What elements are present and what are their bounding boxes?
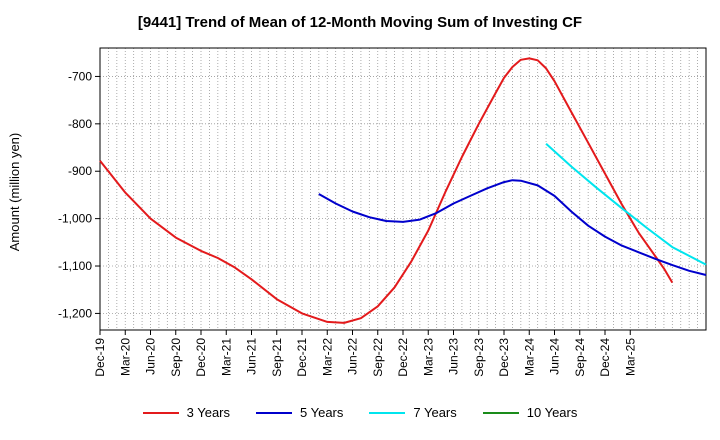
series-lines	[99, 57, 707, 324]
legend-label: 5 Years	[300, 405, 344, 420]
y-tick-label: -700	[68, 69, 92, 83]
series-line-7-years	[545, 142, 707, 266]
legend-item-5-years: 5 Years	[256, 405, 343, 420]
legend-swatch	[482, 411, 519, 414]
x-tick-label: Sep-23	[472, 338, 486, 377]
axis-ticks: -700 -800 -900 -1,000 -1,100 -1,200 Dec-19 Mar-…	[58, 69, 637, 376]
grid	[100, 48, 706, 330]
legend-label: 10 Years	[526, 405, 578, 420]
x-tick-label: Jun-20	[144, 338, 158, 375]
x-tick-label: Mar-24	[522, 338, 536, 376]
series-line-3-years	[99, 57, 674, 324]
legend-swatch	[369, 411, 406, 414]
x-tick-label: Sep-21	[270, 338, 284, 377]
x-tick-label: Dec-20	[194, 338, 208, 377]
legend-swatch	[256, 411, 292, 414]
y-tick-label: -1,100	[58, 259, 92, 273]
x-tick-label: Dec-19	[93, 338, 107, 377]
legend-item-3-years: 3 Years	[142, 405, 230, 420]
x-tick-label: Jun-21	[245, 338, 259, 375]
x-tick-label: Mar-20	[118, 338, 132, 376]
x-tick-label: Jun-24	[548, 338, 562, 375]
x-tick-label: Mar-23	[421, 338, 435, 376]
legend-label: 7 Years	[413, 405, 457, 420]
y-tick-label: -900	[68, 164, 92, 178]
x-tick-label: Dec-24	[598, 338, 612, 377]
series-line-5-years	[318, 179, 707, 276]
x-tick-label: Sep-24	[573, 338, 587, 377]
x-tick-label: Jun-23	[447, 338, 461, 375]
y-tick-label: -1,000	[58, 212, 92, 226]
legend-label: 3 Years	[186, 405, 230, 420]
legend-item-10-years: 10 Years	[482, 405, 578, 420]
x-tick-label: Dec-22	[396, 338, 410, 377]
x-tick-label: Sep-22	[371, 338, 385, 377]
y-tick-label: -1,200	[58, 306, 92, 320]
legend: 3 Years 5 Years 7 Years 10 Years	[0, 405, 720, 420]
y-tick-label: -800	[68, 117, 92, 131]
x-tick-label: Mar-21	[219, 338, 233, 376]
x-tick-label: Sep-20	[169, 338, 183, 377]
legend-item-7-years: 7 Years	[369, 405, 457, 420]
legend-swatch	[142, 411, 179, 414]
x-tick-label: Dec-21	[295, 338, 309, 377]
chart-title: [9441] Trend of Mean of 12-Month Moving …	[137, 14, 583, 31]
x-tick-label: Mar-22	[320, 338, 334, 376]
y-axis-label: Amount (million yen)	[7, 133, 22, 252]
x-tick-label: Mar-25	[623, 338, 637, 376]
x-tick-label: Jun-22	[346, 338, 360, 375]
x-tick-label: Dec-23	[497, 338, 511, 377]
